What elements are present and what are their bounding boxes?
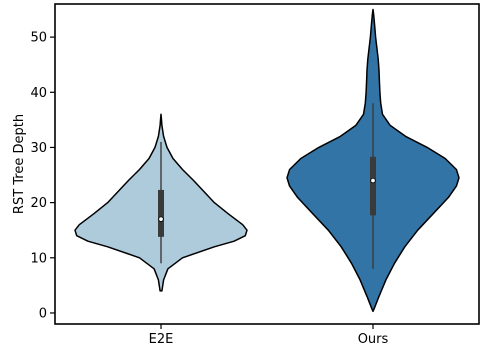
- y-tick-label: 20: [30, 196, 47, 211]
- x-tick-label: E2E: [149, 332, 174, 347]
- x-axis-ticks: E2E Ours: [149, 324, 389, 347]
- y-axis-ticks: 0 10 20 30 40 50: [30, 31, 55, 321]
- y-tick-label: 10: [30, 251, 47, 266]
- y-tick-label: 0: [39, 306, 47, 321]
- median-point-ours: [370, 177, 376, 184]
- y-axis-label: RST Tree Depth: [12, 114, 27, 214]
- plot-frame: [54, 3, 480, 325]
- y-tick-label: 50: [30, 31, 47, 46]
- y-tick-label: 30: [30, 141, 47, 156]
- violins: [74, 8, 460, 313]
- iqr-box-e2e: [158, 189, 164, 237]
- x-tick-label: Ours: [358, 332, 389, 347]
- median-point-e2e: [158, 216, 164, 222]
- iqr-box-ours: [370, 156, 376, 216]
- y-tick-label: 40: [30, 86, 47, 101]
